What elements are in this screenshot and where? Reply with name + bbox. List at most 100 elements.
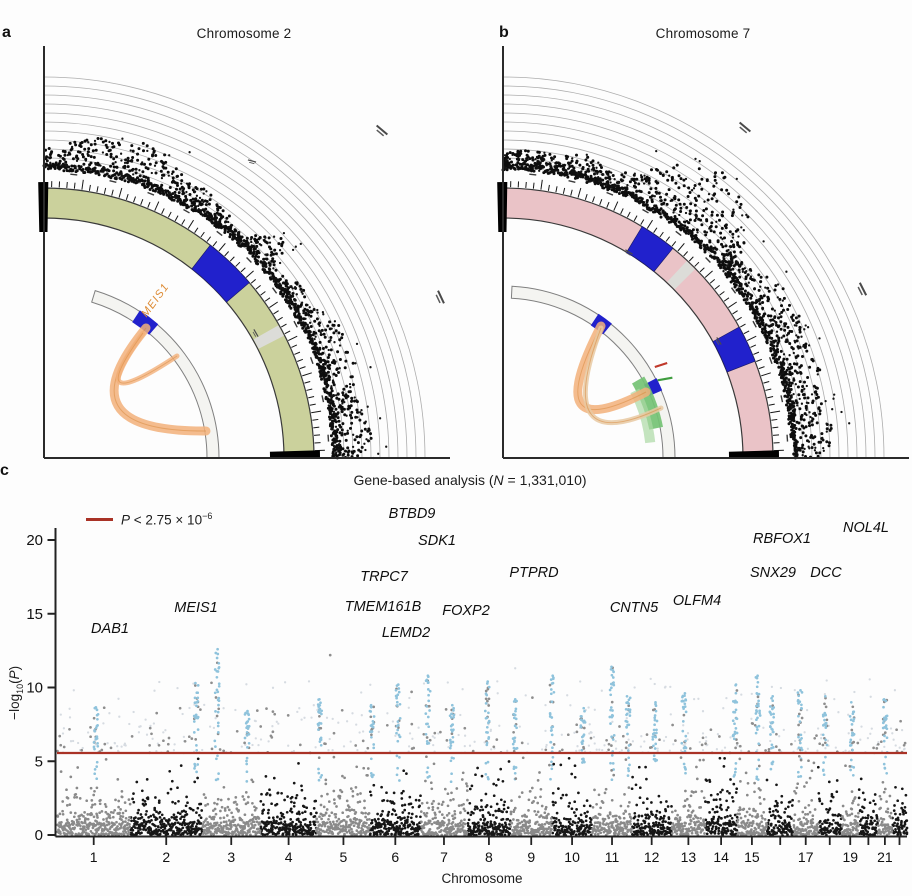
- y-tick-label: 20: [26, 532, 43, 549]
- highlighted-locus-segment: [626, 226, 674, 272]
- scale-tick: [161, 208, 165, 215]
- centromere-gap: [253, 325, 284, 349]
- scale-tick: [194, 227, 199, 233]
- scale-tick: [287, 335, 298, 341]
- scale-tick: [547, 184, 550, 191]
- scale-tick: [743, 330, 750, 335]
- annotation-mark: [375, 124, 389, 137]
- scale-tick: [66, 181, 68, 189]
- scale-tick: [688, 256, 694, 262]
- scale-tick: [746, 335, 757, 341]
- y-tick-label: 10: [26, 680, 43, 697]
- annotation-stroke: [252, 331, 257, 337]
- scale-tick: [562, 187, 566, 194]
- x-tick-label: 2: [162, 849, 170, 865]
- scale-tick: [81, 179, 84, 190]
- scale-tick: [704, 270, 713, 278]
- scale-tick: [229, 256, 235, 262]
- scale-number-mark: [183, 208, 190, 214]
- panel-c-title: Gene-based analysis (N = 1,331,010): [120, 472, 820, 488]
- annotation-mark: [252, 329, 259, 337]
- scale-tick: [96, 186, 99, 193]
- gene-annotation-label: RBFOX1: [753, 531, 811, 547]
- scale-tick: [297, 358, 304, 362]
- scale-tick: [311, 410, 322, 414]
- interaction-chord-edge: [577, 325, 647, 411]
- scale-tick: [218, 243, 226, 252]
- annotation-stroke: [738, 121, 752, 133]
- scale-tick: [181, 219, 186, 225]
- scale-tick: [269, 301, 278, 308]
- y-tick-label: 15: [26, 606, 43, 623]
- highlighted-locus-segment: [712, 326, 756, 373]
- scale-number-mark: [293, 320, 298, 328]
- annotation-stroke: [249, 161, 255, 165]
- interaction-chord-edge: [117, 332, 178, 384]
- scale-tick: [312, 418, 319, 421]
- scale-tick: [633, 215, 638, 222]
- scale-tick: [761, 372, 771, 377]
- chromosome-ideogram-band: [43, 187, 315, 459]
- scale-tick: [699, 267, 705, 273]
- panel-axes: [43, 46, 450, 459]
- gene-annotation-label: OLFM4: [673, 593, 721, 609]
- scale-number-mark: [675, 230, 682, 237]
- y-tick-label: 0: [35, 827, 43, 844]
- circos-gene-label: MEIS1: [139, 281, 172, 320]
- scale-tick: [613, 201, 619, 211]
- scale-tick: [577, 187, 582, 198]
- annotation-mark: [435, 290, 445, 304]
- scale-tick: [540, 179, 543, 190]
- grid-arc: [502, 94, 867, 459]
- scale-tick: [665, 236, 671, 242]
- scale-tick: [277, 316, 283, 321]
- scale-number-mark: [246, 257, 252, 264]
- scale-tick: [740, 323, 746, 328]
- scale-number-mark: [606, 191, 614, 196]
- scatter-below-black-points: [129, 756, 909, 838]
- x-tick-label: 10: [564, 849, 580, 865]
- scale-tick: [773, 434, 780, 436]
- gene-annotation-label: NOL4L: [843, 520, 889, 536]
- scale-tick: [299, 366, 306, 370]
- scale-tick: [313, 426, 320, 429]
- scale-tick: [154, 201, 160, 211]
- scale-tick: [309, 403, 316, 406]
- scale-tick: [659, 231, 664, 238]
- x-tick-label: 6: [391, 849, 399, 865]
- x-tick-label: 1: [90, 849, 98, 865]
- scale-tick: [719, 291, 725, 296]
- scale-tick: [240, 267, 246, 273]
- panel-a-circos-svg: MEIS1: [38, 46, 450, 460]
- x-tick-label: 13: [681, 849, 697, 865]
- annotation-stroke: [247, 159, 257, 163]
- gene-annotation-label: BTBD9: [389, 506, 436, 522]
- x-tick-label: 14: [713, 849, 729, 865]
- grid-arc: [43, 94, 408, 459]
- scale-tick: [302, 372, 312, 377]
- annotation-mark: [625, 249, 633, 256]
- scale-tick: [653, 227, 658, 233]
- scale-number-mark: [271, 287, 278, 294]
- scale-number-mark: [568, 179, 576, 184]
- pvalue-scatter-ring-outliers: [502, 149, 851, 457]
- grid-arc: [43, 76, 426, 459]
- scale-tick: [73, 182, 76, 189]
- scale-number-mark: [70, 173, 78, 176]
- scale-number-mark: [768, 357, 773, 365]
- panel-a-title: Chromosome 2: [196, 26, 292, 41]
- scale-number-mark: [147, 191, 155, 196]
- annotation-stroke: [376, 129, 385, 137]
- scale-tick: [200, 231, 205, 238]
- grid-arc: [43, 103, 399, 459]
- scale-tick: [584, 193, 588, 200]
- scale-tick: [728, 301, 737, 308]
- x-tick-label: 9: [527, 849, 535, 865]
- scale-tick: [167, 211, 172, 218]
- scale-tick: [264, 297, 271, 302]
- gene-annotation-label: PTPRD: [509, 565, 558, 581]
- scale-tick: [723, 297, 730, 302]
- scale-tick: [314, 434, 321, 436]
- annotation-stroke: [435, 294, 441, 304]
